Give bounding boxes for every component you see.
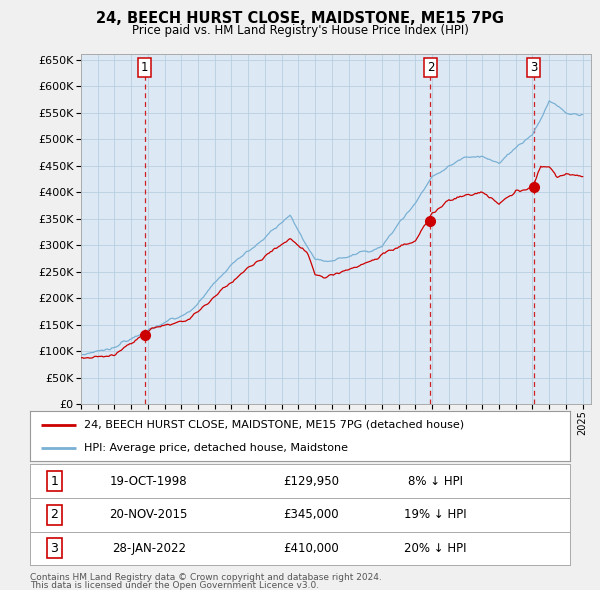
Text: 2: 2: [427, 61, 434, 74]
Text: 8% ↓ HPI: 8% ↓ HPI: [407, 474, 463, 488]
Text: Contains HM Land Registry data © Crown copyright and database right 2024.: Contains HM Land Registry data © Crown c…: [30, 573, 382, 582]
Text: 20-NOV-2015: 20-NOV-2015: [110, 508, 188, 522]
Text: 1: 1: [141, 61, 148, 74]
Text: 19-OCT-1998: 19-OCT-1998: [110, 474, 188, 488]
Text: 20% ↓ HPI: 20% ↓ HPI: [404, 542, 466, 555]
Text: HPI: Average price, detached house, Maidstone: HPI: Average price, detached house, Maid…: [84, 443, 348, 453]
Text: 24, BEECH HURST CLOSE, MAIDSTONE, ME15 7PG: 24, BEECH HURST CLOSE, MAIDSTONE, ME15 7…: [96, 11, 504, 25]
Text: £410,000: £410,000: [283, 542, 338, 555]
Text: 1: 1: [50, 474, 58, 488]
Text: 3: 3: [530, 61, 538, 74]
Text: 24, BEECH HURST CLOSE, MAIDSTONE, ME15 7PG (detached house): 24, BEECH HURST CLOSE, MAIDSTONE, ME15 7…: [84, 419, 464, 430]
Text: £345,000: £345,000: [283, 508, 338, 522]
Text: Price paid vs. HM Land Registry's House Price Index (HPI): Price paid vs. HM Land Registry's House …: [131, 24, 469, 37]
Text: 28-JAN-2022: 28-JAN-2022: [112, 542, 186, 555]
Text: 19% ↓ HPI: 19% ↓ HPI: [404, 508, 466, 522]
Text: 2: 2: [50, 508, 58, 522]
Text: 3: 3: [50, 542, 58, 555]
Text: This data is licensed under the Open Government Licence v3.0.: This data is licensed under the Open Gov…: [30, 581, 319, 590]
Text: £129,950: £129,950: [283, 474, 339, 488]
